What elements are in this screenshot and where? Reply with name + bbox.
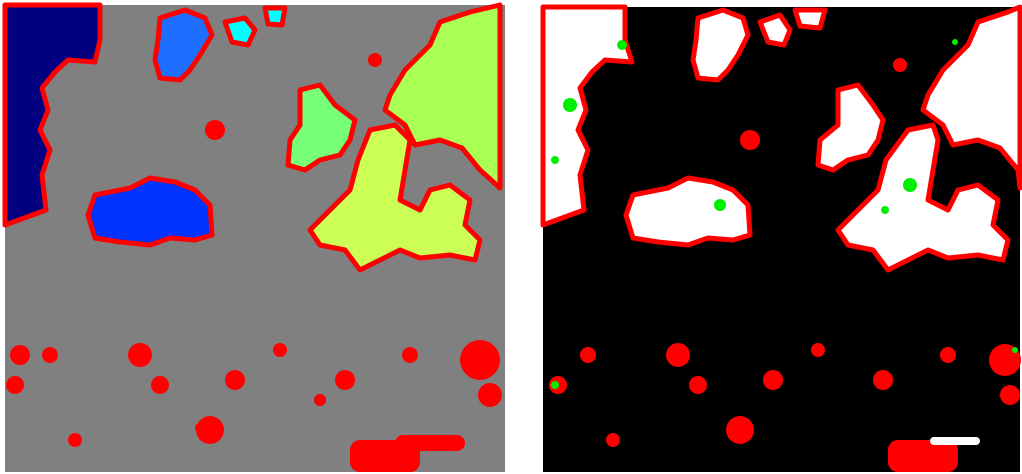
page [0, 0, 1022, 474]
region [265, 8, 285, 25]
region [930, 437, 980, 445]
mask-panel [543, 7, 1021, 472]
region [225, 18, 255, 45]
segmentation-panel [5, 5, 505, 472]
figure [0, 0, 1022, 474]
region [795, 10, 825, 28]
